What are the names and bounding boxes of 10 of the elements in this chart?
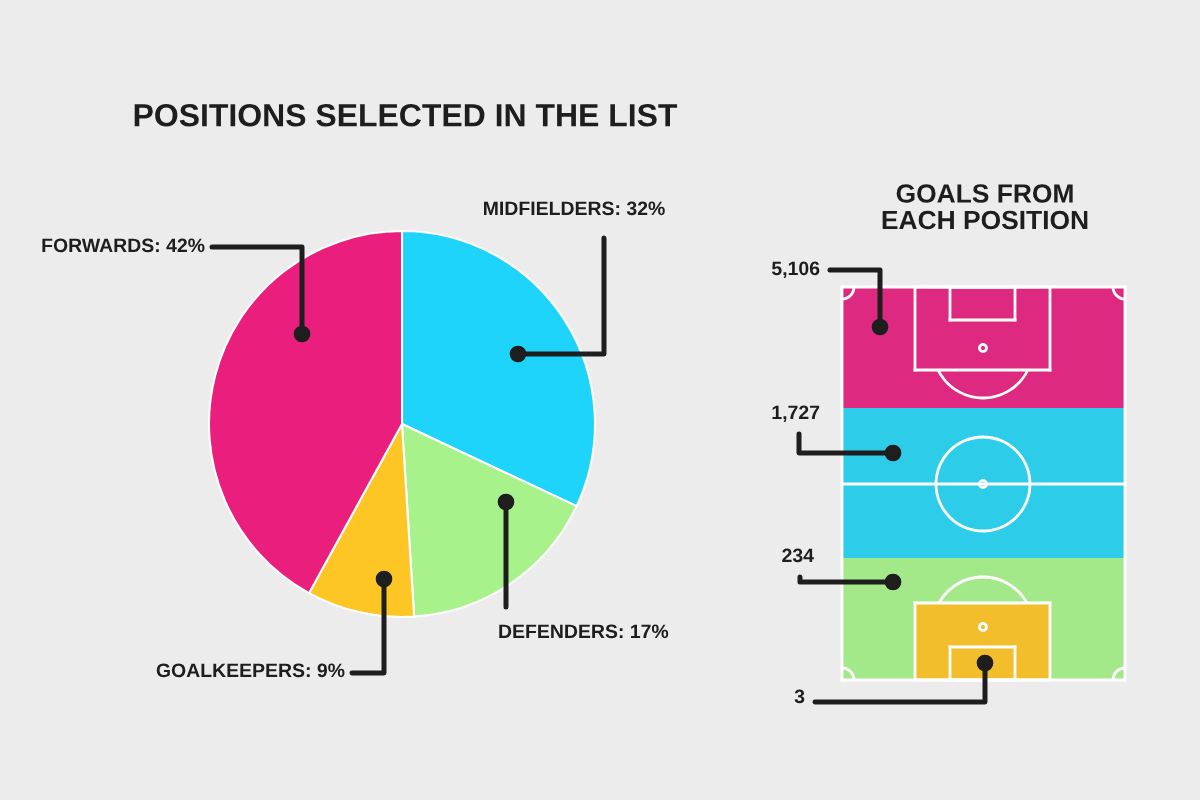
slice-label: GOALKEEPERS: 9% — [156, 663, 345, 678]
chart-title: POSITIONS SELECTED IN THE LIST — [134, 103, 678, 127]
data-label: 5,106 — [771, 261, 820, 279]
data-label: 1,727 — [772, 405, 820, 423]
slice-label: DEFENDERS: 17% — [499, 624, 669, 639]
slice-label: FORWARDS: 42% — [42, 238, 205, 253]
slice-label: MIDFIELDERS: 32% — [484, 201, 665, 216]
text: GOALS FROM EACH POSITION — [882, 184, 1088, 230]
data-label: 3 — [794, 689, 805, 704]
data-label: 234 — [782, 548, 814, 563]
